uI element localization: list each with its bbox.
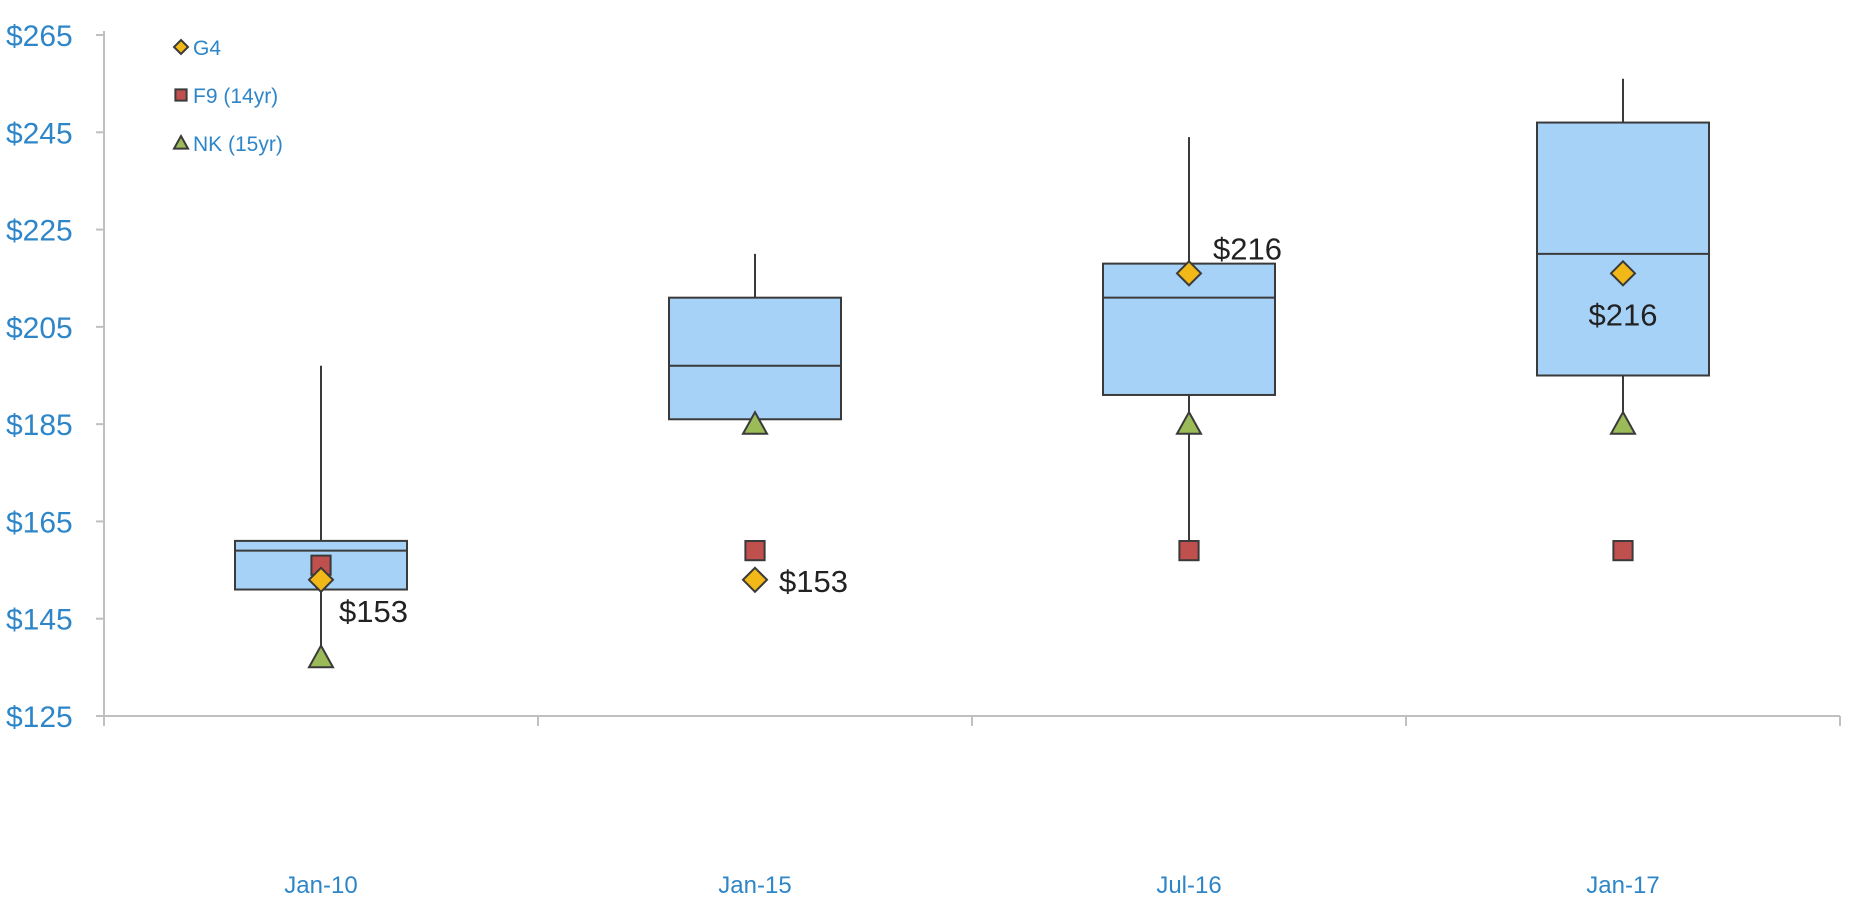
y-tick-label: $165: [6, 506, 73, 539]
legend-marker-triangle: [172, 133, 190, 150]
y-tick-label: $185: [6, 409, 73, 442]
legend-label: G4: [193, 37, 221, 60]
x-tick-label: Jan-10: [284, 872, 357, 899]
x-tick-label: Jul-16: [1156, 872, 1221, 899]
data-label: $153: [339, 594, 408, 629]
legend-marker-diamond: [172, 38, 190, 56]
series-point-diamond: [1609, 259, 1637, 287]
series-point-diamond: [1175, 259, 1203, 287]
series-point-triangle: [741, 410, 769, 435]
series-point-diamond: [307, 566, 335, 594]
x-tick-label: Jan-17: [1586, 872, 1659, 899]
box-iqr: [1536, 121, 1710, 377]
series-point-triangle: [1175, 410, 1203, 435]
data-label: $216: [1589, 297, 1658, 332]
y-tick-label: $145: [6, 604, 73, 637]
data-label: $153: [779, 564, 848, 599]
y-tick-label: $205: [6, 312, 73, 345]
series-point-square: [1612, 540, 1634, 562]
y-tick-label: $265: [6, 20, 73, 53]
legend-label: F9 (14yr): [193, 85, 278, 108]
y-tick-label: $225: [6, 215, 73, 248]
series-point-triangle: [1609, 410, 1637, 435]
box-iqr: [668, 296, 842, 421]
series-point-diamond: [741, 566, 769, 594]
legend-label: NK (15yr): [193, 133, 283, 156]
y-tick-label: $245: [6, 117, 73, 150]
x-tick-label: Jan-15: [718, 872, 791, 899]
legend-marker-square: [174, 88, 188, 102]
series-point-triangle: [307, 643, 335, 669]
data-label: $216: [1213, 231, 1282, 266]
series-point-square: [744, 540, 766, 562]
series-point-square: [1178, 540, 1200, 562]
y-tick-label: $125: [6, 701, 73, 734]
